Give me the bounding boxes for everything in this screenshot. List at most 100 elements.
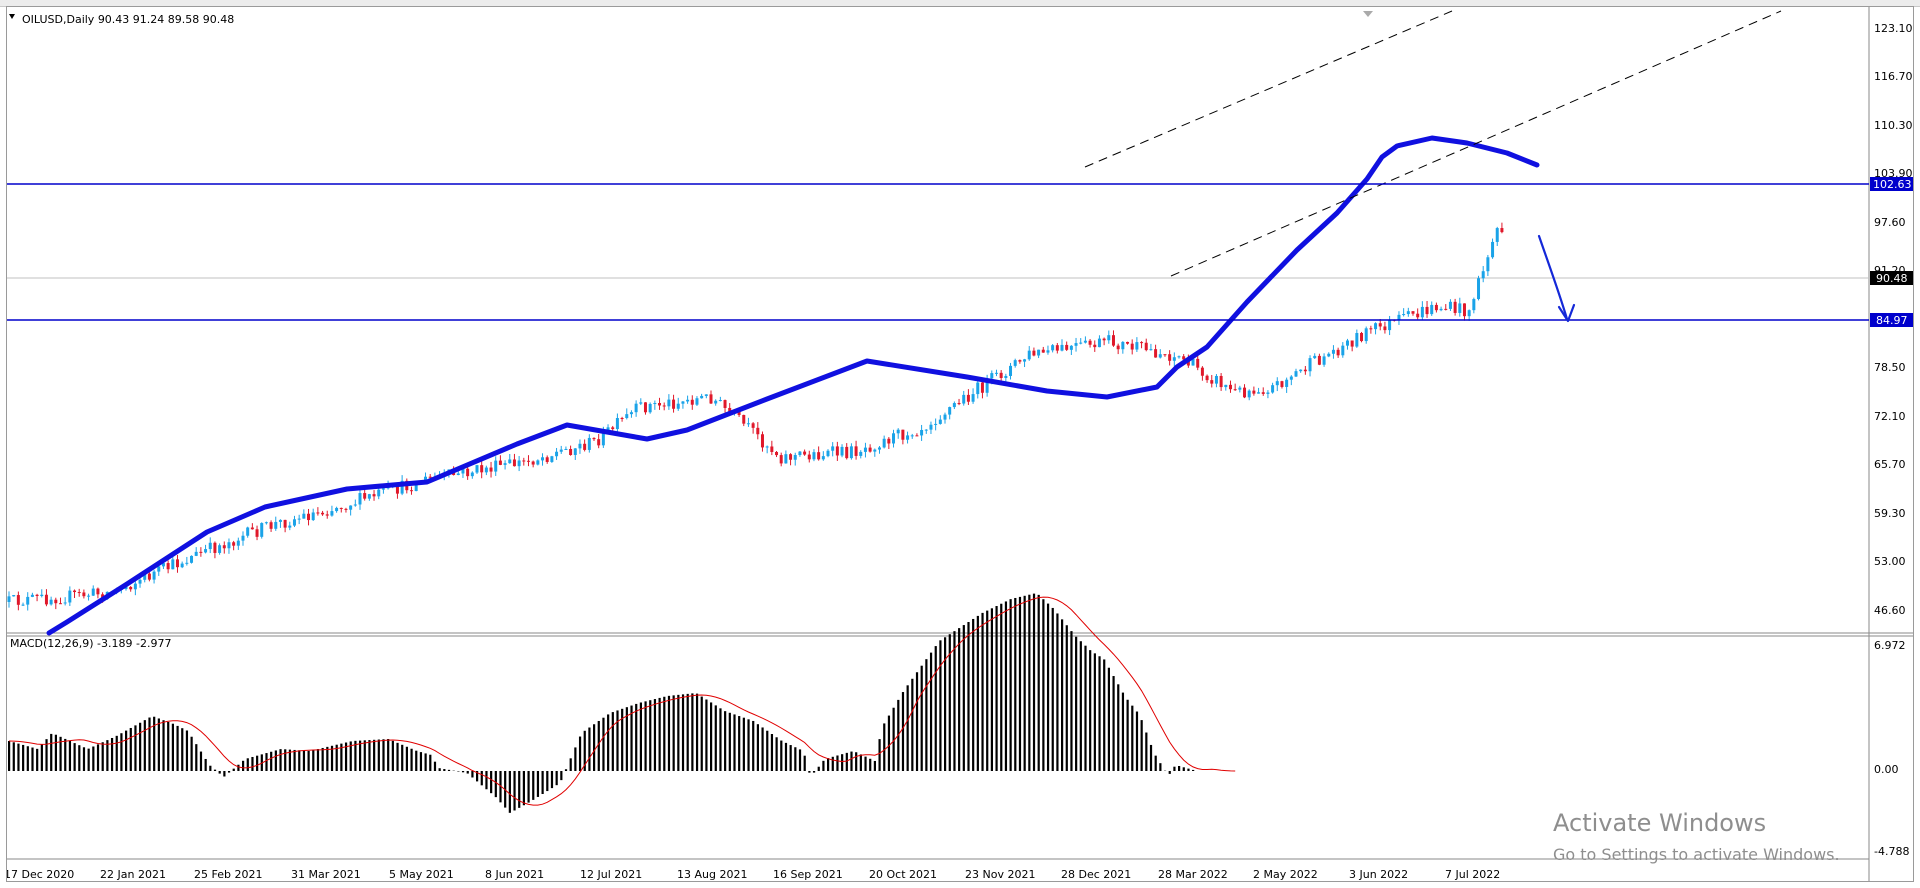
macd-bar	[1084, 645, 1087, 771]
macd-bar	[611, 712, 614, 771]
candle-body	[817, 452, 821, 460]
candle-body	[821, 456, 825, 460]
macd-bar	[195, 744, 198, 771]
time-tick-13-aug-2021: 13 Aug 2021	[677, 868, 747, 881]
channel-upper-line[interactable]	[1084, 10, 1453, 168]
price-tick-46-60: 46.60	[1874, 604, 1906, 617]
candle-body	[260, 523, 264, 537]
macd-bar	[307, 750, 310, 771]
candlestick-series[interactable]	[7, 222, 1504, 611]
candle-body	[166, 563, 170, 570]
candle-body	[906, 435, 910, 440]
candle-body	[812, 452, 816, 460]
candle-body	[321, 512, 325, 515]
macd-bar	[817, 766, 820, 771]
candle-body	[241, 535, 245, 541]
chart-window[interactable]: OILUSD,Daily 90.43 91.24 89.58 90.48 MAC…	[6, 6, 1914, 882]
macd-tick-high: 6.972	[1874, 639, 1906, 652]
candle-body	[1360, 332, 1364, 342]
candle-body	[152, 571, 156, 580]
macd-bar	[775, 737, 778, 771]
candle-body	[175, 559, 179, 568]
macd-bar	[232, 768, 235, 771]
macd-bar	[92, 746, 95, 771]
macd-histogram[interactable]	[8, 593, 1195, 813]
candle-body	[737, 411, 741, 415]
macd-bar	[536, 771, 540, 797]
time-tick-2-may-2022: 2 May 2022	[1253, 868, 1318, 881]
macd-bar	[298, 750, 301, 771]
candle-body	[1060, 344, 1064, 351]
candle-body	[377, 489, 381, 497]
macd-bar	[1192, 769, 1195, 771]
candle-body	[798, 451, 802, 455]
time-tick-3-jun-2022: 3 Jun 2022	[1349, 868, 1408, 881]
candle-body	[873, 449, 877, 452]
candle-body	[353, 504, 357, 506]
current-price-tag	[1870, 271, 1913, 285]
macd-bar	[1046, 603, 1050, 771]
macd-bar	[106, 740, 109, 771]
moving-average-line[interactable]	[46, 135, 1540, 636]
macd-bar	[302, 750, 306, 771]
macd-bar	[653, 699, 657, 771]
macd-bar	[223, 771, 226, 777]
macd-bar	[340, 743, 343, 771]
candle-body	[461, 468, 465, 474]
macd-bar	[621, 708, 624, 771]
macd-bar	[564, 769, 568, 771]
macd-signal-line[interactable]	[8, 596, 1236, 806]
macd-bar	[199, 751, 203, 771]
candle-body	[129, 587, 133, 590]
candle-body	[541, 457, 545, 461]
macd-bar	[316, 749, 320, 771]
macd-bar	[1187, 768, 1190, 771]
price-tick-53-00: 53.00	[1874, 555, 1906, 568]
macd-bar	[728, 712, 731, 771]
candle-body	[601, 430, 605, 446]
macd-bar	[770, 734, 774, 771]
candle-body	[948, 407, 952, 415]
candle-body	[1275, 381, 1279, 386]
macd-bar	[293, 749, 296, 771]
macd-bar	[667, 695, 671, 771]
candle-body	[1140, 342, 1144, 344]
macd-bar	[756, 724, 759, 771]
channel-lower-line[interactable]	[1170, 10, 1782, 277]
macd-bar	[401, 744, 404, 771]
candle-body	[91, 588, 95, 596]
candle-body	[1111, 335, 1115, 346]
macd-bar	[738, 716, 741, 771]
candle-body	[1416, 313, 1420, 318]
chart-canvas[interactable]: OILUSD,Daily 90.43 91.24 89.58 90.48 MAC…	[7, 7, 1913, 881]
macd-bar	[827, 758, 830, 771]
candle-body	[1233, 389, 1237, 391]
candle-body	[803, 451, 807, 455]
macd-bar	[1070, 631, 1073, 771]
chart-menu-triangle-icon[interactable]	[9, 14, 15, 19]
macd-bar	[681, 694, 685, 771]
macd-bar	[836, 755, 839, 771]
channel-handle-icon[interactable]	[1363, 11, 1373, 17]
macd-bar	[279, 749, 282, 771]
time-tick-5-may-2021: 5 May 2021	[389, 868, 454, 881]
macd-bar	[349, 741, 352, 771]
candle-body	[1013, 360, 1017, 366]
candle-body	[1055, 345, 1059, 351]
candle-body	[807, 454, 811, 460]
candle-body	[12, 595, 16, 597]
candle-body	[1135, 342, 1139, 350]
forecast-arrow[interactable]	[1537, 234, 1569, 321]
time-tick-7-jul-2022: 7 Jul 2022	[1445, 868, 1500, 881]
candle-body	[456, 473, 460, 476]
macd-bar	[859, 754, 862, 771]
candle-body	[21, 604, 25, 606]
candle-body	[690, 399, 694, 405]
candle-body	[536, 460, 540, 465]
macd-bar	[1042, 599, 1045, 771]
macd-bar	[944, 637, 947, 771]
candle-body	[896, 429, 900, 434]
candle-body	[714, 400, 718, 404]
candle-body	[662, 405, 666, 407]
price-tick-116-70: 116.70	[1874, 70, 1913, 83]
